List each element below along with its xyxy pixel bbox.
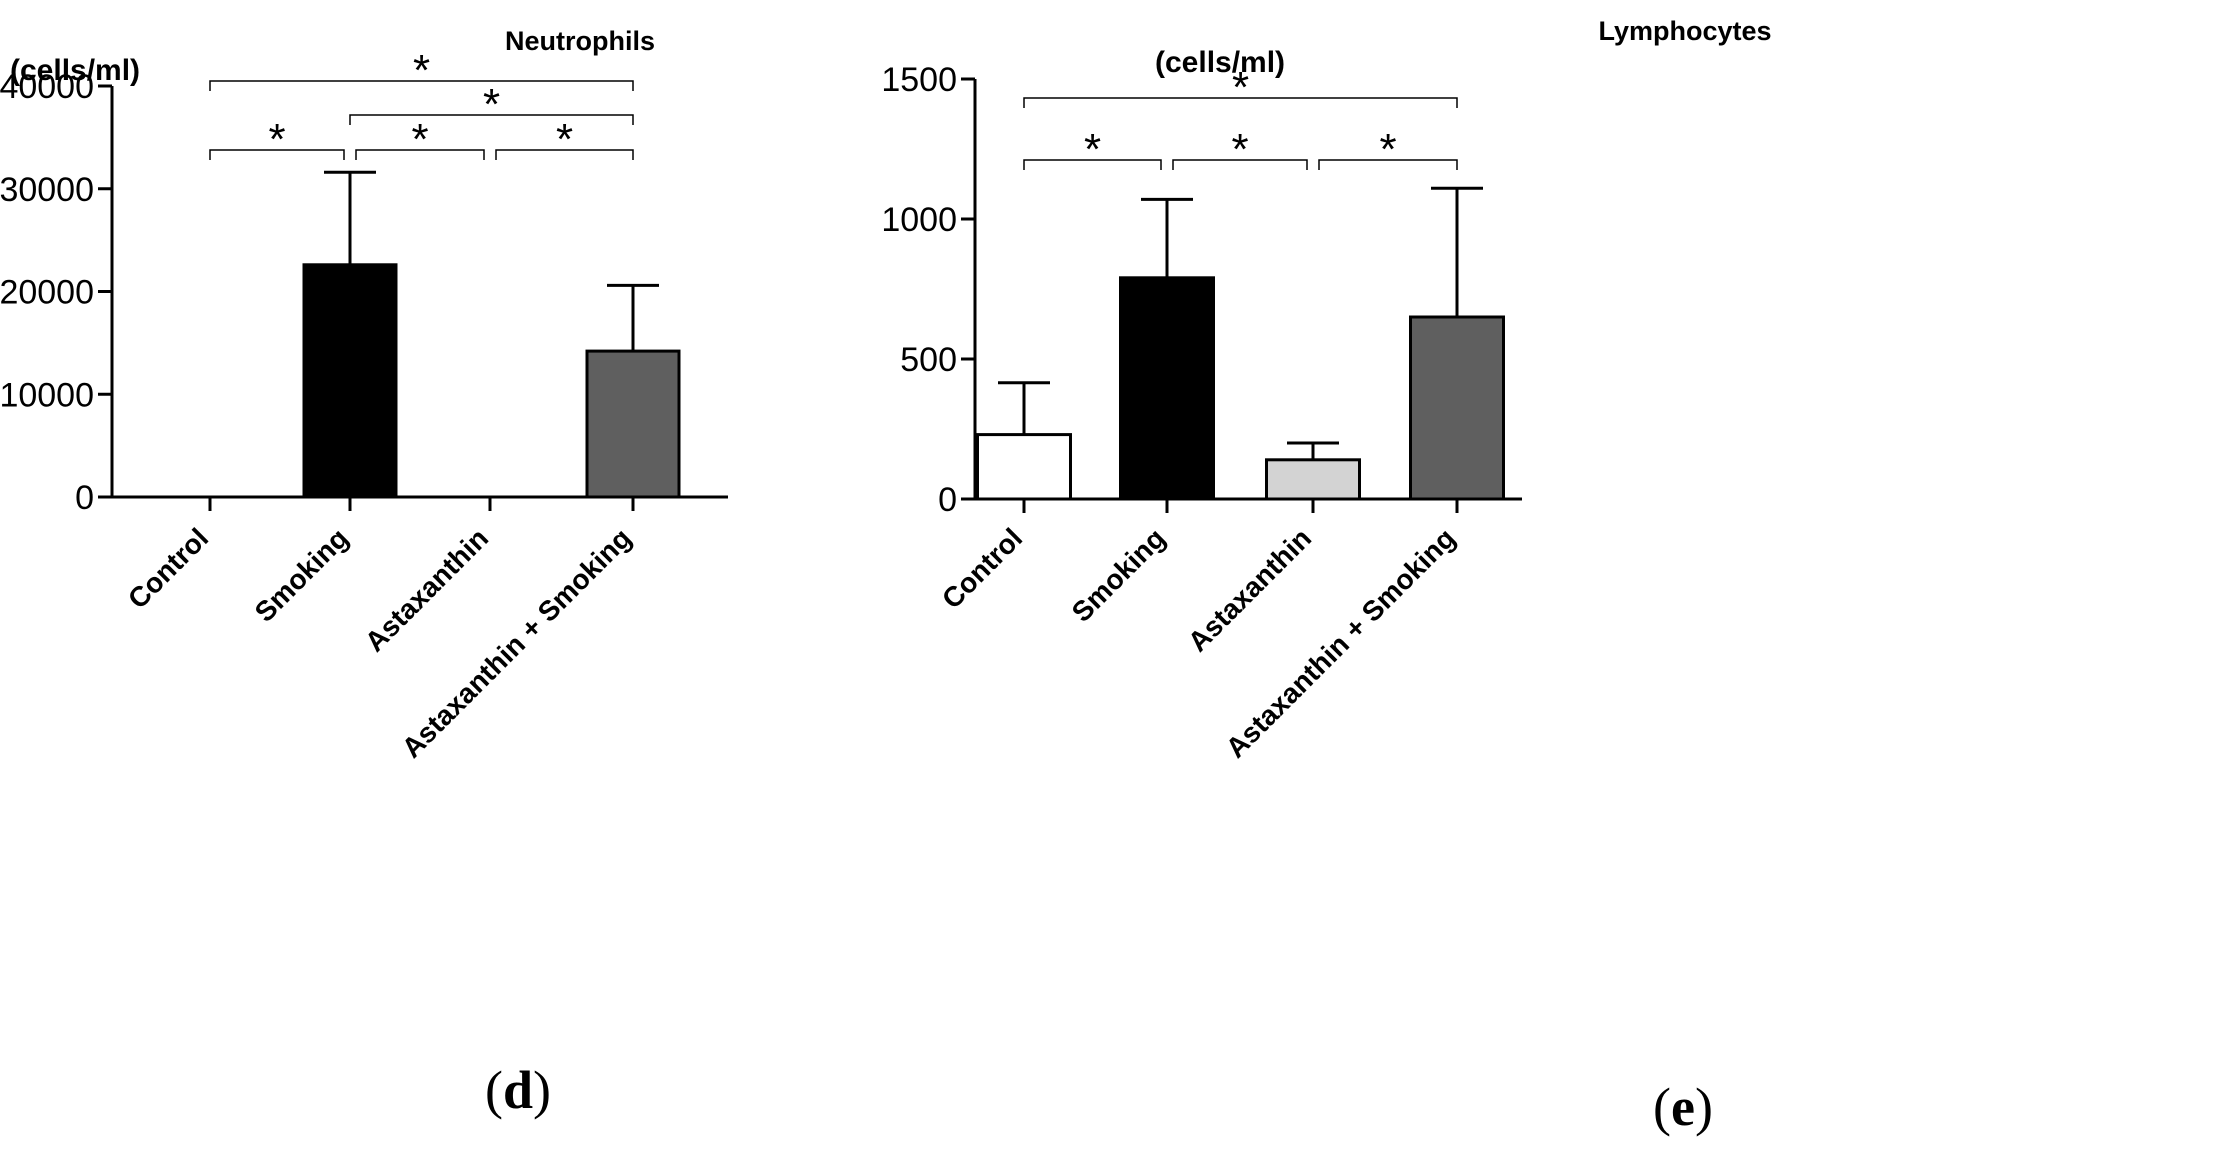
significance-marker: * [413,46,430,95]
category-label: Astaxanthin [359,522,494,657]
significance-bracket [355,149,485,160]
significance-marker: * [411,115,428,164]
category-label: Astaxanthin + Smoking [396,522,637,763]
panel-label: (d) [485,1060,551,1120]
category-label: Control [936,522,1028,614]
significance-bracket [349,114,634,125]
significance-marker: * [1084,125,1101,174]
category-label: Control [122,522,214,614]
bar [1119,276,1215,501]
y-axis-unit-label: (cells/ml) [1155,46,1285,79]
lymphocytes-chart: Lymphocytes (cells/ml) (e) 0 500 1000 1500 C… [881,16,1771,1137]
chart-title: Lymphocytes [1598,16,1771,46]
significance-marker: * [1231,125,1248,174]
significance-bracket [1023,97,1458,108]
y-tick-label: 0 [938,481,957,519]
significance-bracket [1318,159,1458,170]
category-label: Astaxanthin + Smoking [1220,522,1461,763]
y-tick-label: 40000 [0,68,94,106]
category-label: Smoking [1066,522,1172,628]
chart-title: Neutrophils [505,26,655,56]
bar [976,433,1072,501]
category-label: Smoking [249,522,355,628]
significance-marker: * [1379,125,1396,174]
significance-marker: * [1232,63,1249,112]
y-tick-label: 500 [900,341,957,379]
significance-bracket [209,80,634,91]
significance-bracket [1172,159,1308,170]
y-tick-label: 0 [75,479,94,517]
significance-marker: * [268,115,285,164]
significance-bracket [1023,159,1162,170]
significance-marker: * [556,115,573,164]
significance-bracket [495,149,634,160]
y-tick-label: 30000 [0,171,94,209]
bar [1409,315,1505,501]
y-tick-label: 1500 [881,61,957,99]
panel-label: (e) [1653,1077,1713,1137]
bar [1265,458,1361,501]
significance-marker: * [483,80,500,129]
significance-bracket [209,149,345,160]
y-tick-label: 20000 [0,274,94,312]
bar [302,263,398,499]
y-tick-label: 1000 [881,201,957,239]
neutrophils-chart: Neutrophils (cells/ml) (d) 0 10000 20000 30… [0,26,728,1120]
category-label: Astaxanthin [1182,522,1317,657]
y-axis-unit-label: (cells/ml) [10,54,140,87]
bar [585,349,681,499]
y-tick-label: 10000 [0,376,94,414]
